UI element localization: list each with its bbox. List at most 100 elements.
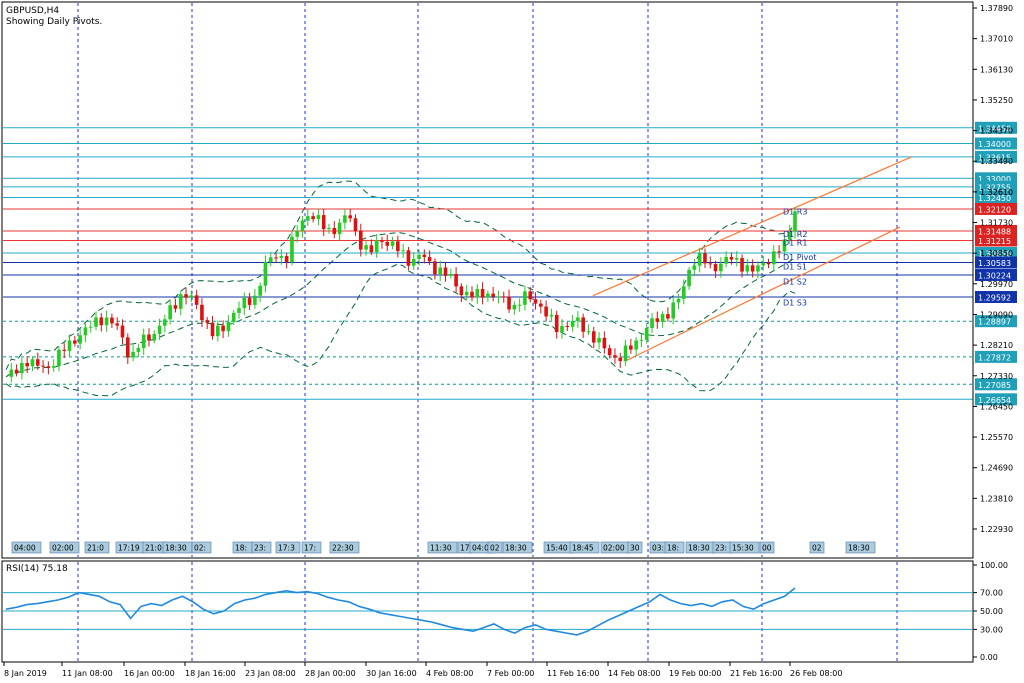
regression-channel [592,156,913,362]
candle-body [512,304,517,310]
candle-body [147,334,151,341]
candle-body [78,335,82,344]
candle-body [507,296,511,310]
level-label: 1.34450 [978,124,1011,133]
time-box-label: 02:00 [52,544,74,553]
candle-body [422,254,427,258]
y-tick-label: 1.36130 [980,65,1013,74]
candle-body [565,325,570,327]
candle-body [231,312,236,323]
candle-body [401,250,405,252]
level-box [975,180,1017,193]
pivot-label: D1 S3 [783,298,807,307]
pivot-label: D1 R2 [783,230,807,239]
candle-body [496,296,501,298]
time-box-label: 21:0 [145,544,162,553]
candle-body [623,345,628,362]
candle-body [729,256,734,260]
candle-body [295,230,300,237]
candle-body [745,265,750,272]
candle-body [46,366,51,368]
candle-body [523,291,527,305]
level-label: 1.26654 [978,396,1011,405]
candle-body [703,253,707,264]
level-box [975,150,1017,163]
time-box [627,541,643,554]
time-box-label: 04:00 [14,544,36,553]
level-label: 1.28897 [978,318,1011,327]
candle-body [533,299,538,304]
rsi-tick-label: 100.00 [980,561,1008,570]
candle-body [787,231,792,240]
candle-body [226,322,231,332]
time-box-label: 17:3 [278,544,295,553]
candle-body [120,325,125,338]
band-middle [5,232,796,378]
candle-body [793,211,797,232]
candle-body [73,340,77,344]
candle-body [607,348,612,356]
x-tick-label: 26 Feb 08:00 [790,669,842,678]
level-label: 1.30856 [978,249,1011,258]
pivot-label: D1 Pivot [783,253,816,262]
time-box-label: 04:0 [472,544,489,553]
time-box-label: 18:30 [688,544,710,553]
x-tick-label: 14 Feb 08:00 [608,669,660,678]
time-box [729,541,760,554]
candle-body [528,291,533,300]
y-tick-label: 1.25570 [980,433,1013,442]
time-box [759,541,775,554]
time-box-label: 23: [254,544,266,553]
candle-body [766,262,771,265]
candle-body [115,323,120,326]
level-box [975,202,1017,215]
time-box [845,541,876,554]
pivot-label: D1 S2 [783,277,807,286]
rsi-title: RSI(14) 75.18 [6,564,68,574]
candle-body [306,216,310,221]
time-box-label: 18: [667,544,679,553]
x-tick-label: 28 Jan 00:00 [305,669,356,678]
time-box-label: 15:40 [546,544,568,553]
candle-body [390,241,395,246]
candles [9,207,797,383]
time-box [809,541,825,554]
time-box-label: 17: [304,544,316,553]
candle-body [660,314,665,322]
candle-body [343,215,347,223]
pivot-label: D1 S1 [783,262,807,271]
x-tick-label: 23 Jan 08:00 [245,669,296,678]
candle-body [666,314,670,319]
time-box-label: 18:45 [572,544,594,553]
rsi-tick-label: 0.00 [980,653,998,662]
candle-body [750,265,755,272]
time-box [251,541,272,554]
time-box [664,541,685,554]
time-box-label: 18:30 [165,544,187,553]
y-tick-label: 1.26450 [980,402,1013,411]
candle-body [9,369,14,377]
pivot-label: D1 R3 [783,207,807,216]
time-box [427,541,458,554]
candle-body [210,322,215,337]
candle-body [25,362,29,367]
level-box [975,256,1017,269]
bollinger-bands [5,180,796,397]
x-tick-label: 11 Feb 16:00 [547,669,599,678]
x-tick-label: 11 Jan 08:00 [62,669,113,678]
time-box-label: 21:0 [87,544,104,553]
candle-body [411,258,416,266]
candle-body [290,236,294,263]
rsi-indicator [3,587,973,636]
candle-body [613,355,617,358]
candle-body [131,351,135,358]
candle-body [157,325,162,334]
level-label: 1.33000 [978,175,1011,184]
candle-body [300,220,305,231]
candle-body [597,337,601,343]
candle-body [560,325,564,333]
level-box [975,268,1017,281]
time-box-label: 11:30 [430,544,452,553]
candle-body [358,230,363,250]
